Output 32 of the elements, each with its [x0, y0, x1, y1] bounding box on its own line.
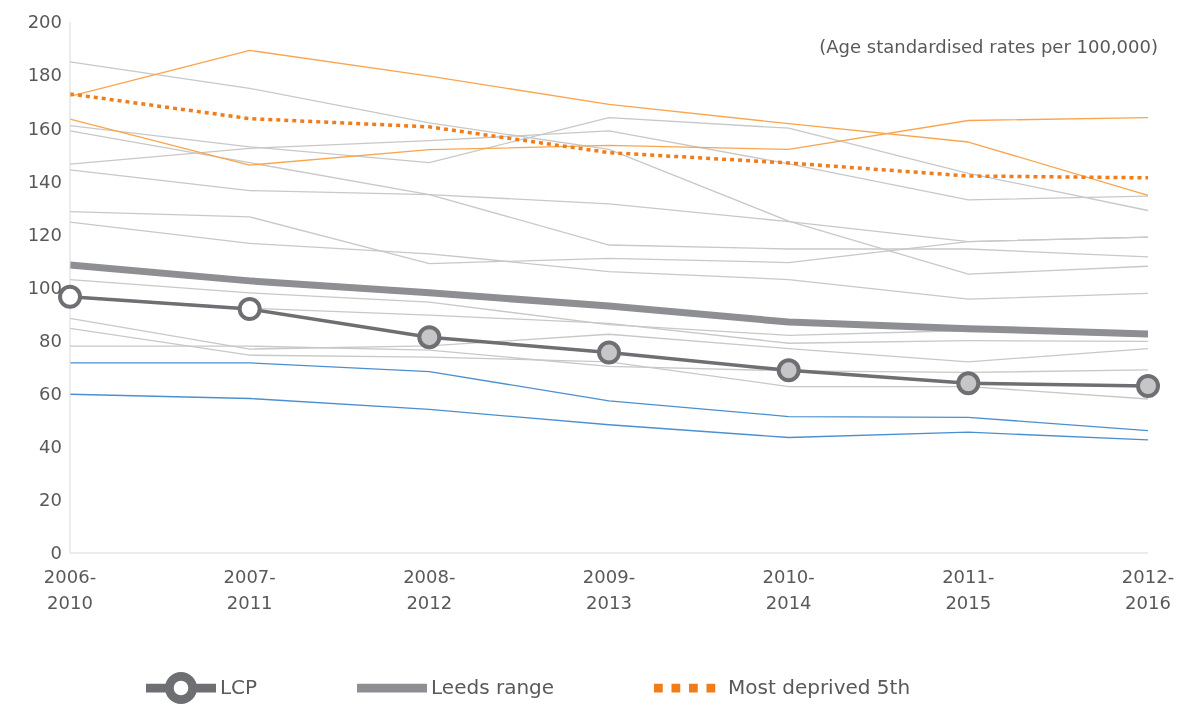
legend-label: Leeds range — [431, 674, 555, 699]
line-series — [69, 61, 1149, 275]
y-tick-label: 80 — [39, 329, 62, 351]
line-series — [68, 92, 1150, 180]
y-tick-label: 120 — [27, 223, 62, 245]
line-series — [69, 362, 1149, 432]
y-tick-label: 180 — [27, 64, 62, 86]
y-tick-label: 160 — [27, 117, 62, 139]
line-series — [69, 393, 1149, 441]
x-tick-label: 2008-2012 — [403, 566, 456, 613]
x-tick-label: 2009-2013 — [582, 566, 636, 613]
legend-label: Most deprived 5th — [728, 674, 911, 699]
x-tick-label: 2007-2011 — [223, 566, 276, 613]
y-tick-label: 140 — [27, 170, 62, 192]
point — [237, 297, 262, 322]
x-tick-label: 2011-2015 — [942, 566, 995, 613]
y-tick-label: 40 — [39, 436, 62, 458]
point — [956, 371, 981, 396]
x-tick-label: 2010-2014 — [762, 566, 815, 613]
x-tick-label: 2006-2010 — [43, 566, 97, 613]
x-tick-label: 2012-2016 — [1121, 566, 1175, 613]
y-tick-label: 20 — [39, 489, 62, 511]
y-tick-label: 0 — [50, 542, 62, 564]
point — [1136, 374, 1160, 398]
y-tick-label: 100 — [27, 276, 62, 298]
y-tick-label: 60 — [39, 383, 62, 405]
y-tick-label: 200 — [27, 11, 62, 33]
annotation: (Age standardised rates per 100,000) — [819, 36, 1158, 57]
legend-label: LCP — [219, 674, 258, 699]
point — [597, 340, 621, 365]
point — [776, 358, 801, 383]
point — [417, 325, 442, 350]
